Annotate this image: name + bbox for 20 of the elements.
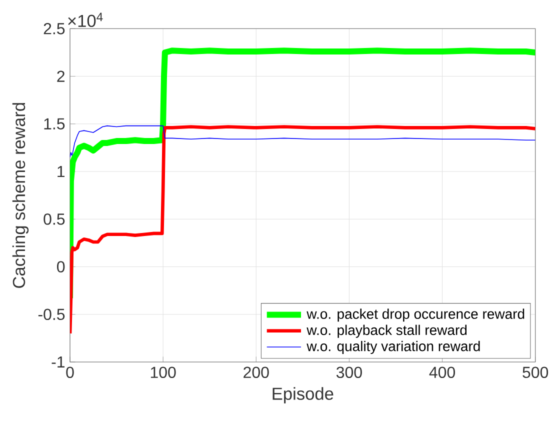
x-tick-label: 400 [429,366,455,378]
y-tick-label: 1 [58,166,65,178]
x-tick-label: 0 [66,366,74,378]
x-tick-label: 500 [522,366,548,378]
y-tick-label: -1 [52,356,65,368]
y-tick-label: 2 [57,70,64,82]
y-tick-label: 1.5 [44,118,65,130]
y-tick-label: 2.5 [44,23,65,34]
x-tick-label: 200 [244,366,269,378]
legend-label: w.o. playback stall reward [306,324,467,338]
y-tick-label: 0.5 [44,213,65,225]
x-tick-label: 100 [150,366,176,378]
x-axis-title: Episode [272,387,334,404]
x-tick-label: 300 [336,366,362,378]
text: ×10$^{4}$ [68,12,103,28]
y-tick-label: -0.5 [38,308,65,320]
y-axis-title: Caching scheme reward [12,103,29,288]
y-tick-label: 0 [57,261,65,272]
legend-label: w.o. quality variation reward [306,340,480,354]
legend-label: w.o. packet drop occurence reward [306,308,524,322]
